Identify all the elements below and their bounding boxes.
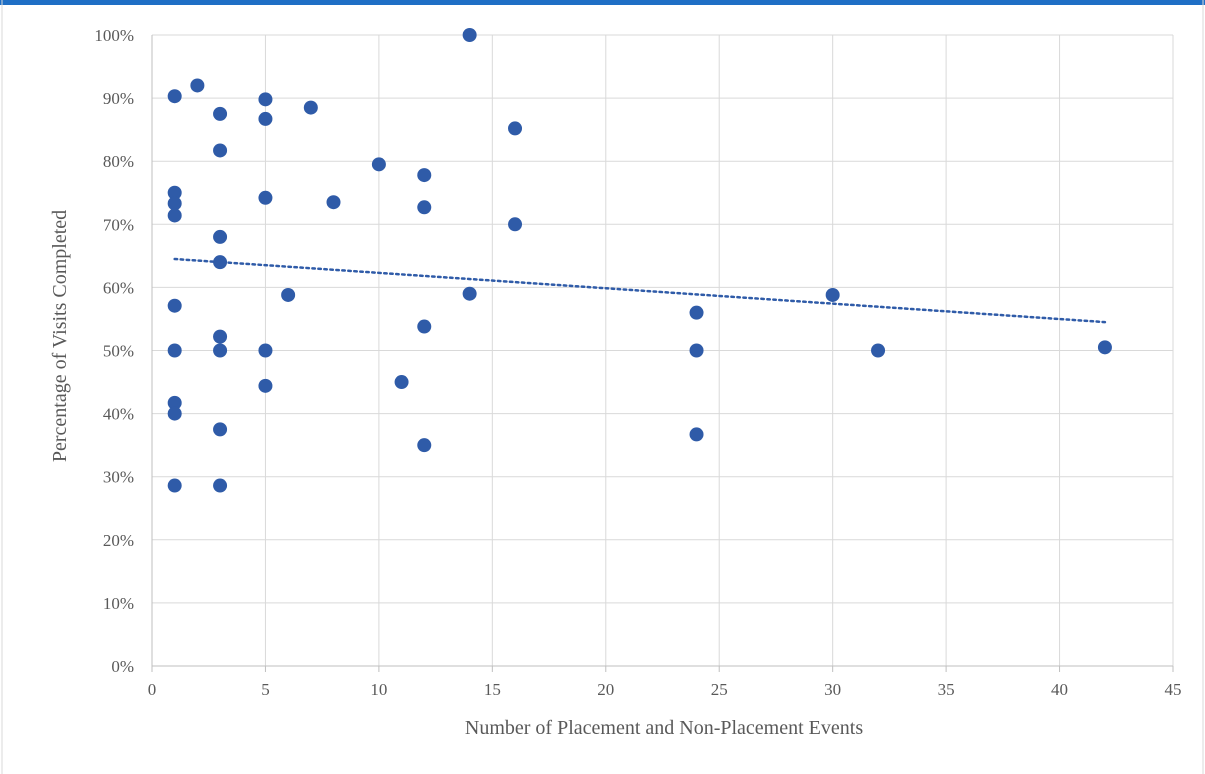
trendline-layer (173, 257, 1107, 324)
data-point (689, 343, 704, 358)
data-point (462, 286, 477, 301)
trendline (173, 257, 1107, 324)
data-point (167, 185, 182, 200)
data-point (213, 343, 228, 358)
data-point (190, 78, 205, 93)
data-point (689, 305, 704, 320)
data-point (508, 217, 523, 232)
data-point (825, 287, 840, 302)
data-point (213, 422, 228, 437)
x-tick-label: 35 (938, 680, 955, 699)
data-point (167, 406, 182, 421)
x-tick-label: 40 (1051, 680, 1068, 699)
data-point (462, 28, 477, 42)
data-point (167, 478, 182, 493)
y-tick-label: 10% (103, 594, 134, 613)
data-point (326, 195, 341, 210)
data-point (213, 106, 228, 121)
data-point (258, 343, 273, 358)
data-point (258, 378, 273, 393)
data-point (213, 229, 228, 244)
data-point (417, 319, 432, 334)
y-tick-label: 20% (103, 531, 134, 550)
y-tick-label: 50% (103, 342, 134, 361)
data-point (303, 100, 318, 115)
data-point (394, 375, 409, 390)
y-tick-label: 90% (103, 89, 134, 108)
x-tick-label: 45 (1165, 680, 1182, 699)
x-tick-label: 20 (597, 680, 614, 699)
y-tick-label: 100% (94, 26, 134, 45)
data-point (213, 478, 228, 493)
data-point (508, 121, 523, 136)
y-axis-title: Percentage of Visits Completed (49, 210, 71, 462)
y-tick-label: 60% (103, 278, 134, 297)
y-tick-label: 40% (103, 405, 134, 424)
x-tick-label: 15 (484, 680, 501, 699)
x-tick-label: 5 (261, 680, 270, 699)
data-point (689, 427, 704, 442)
gridlines (152, 34, 1174, 666)
x-tick-label: 10 (370, 680, 387, 699)
data-point (417, 438, 432, 453)
data-point (258, 190, 273, 205)
data-points (167, 28, 1112, 493)
data-point (1097, 340, 1112, 355)
data-point (167, 196, 182, 211)
x-tick-label: 0 (148, 680, 157, 699)
y-tick-label: 0% (111, 657, 134, 676)
x-tick-label: 25 (711, 680, 728, 699)
tick-labels: 0% 10% 20% 30% 40% 50% 60% 70% 80% 90% 100% 0 5 10 15 2… (94, 26, 1181, 699)
data-point (258, 111, 273, 126)
data-point (871, 343, 886, 358)
x-axis-title: Number of Placement and Non-Placement Ev… (465, 717, 863, 739)
data-point (281, 287, 296, 302)
data-point (167, 298, 182, 313)
clipped-title-strip (0, 0, 1205, 5)
data-point (167, 343, 182, 358)
data-point (167, 89, 182, 104)
axes (151, 35, 1174, 672)
y-tick-label: 70% (103, 215, 134, 234)
data-point (167, 208, 182, 223)
y-tick-label: 30% (103, 468, 134, 487)
data-point (371, 157, 386, 172)
data-point (167, 395, 182, 410)
data-point (417, 168, 432, 183)
data-point (213, 255, 228, 270)
data-point (417, 200, 432, 215)
data-point (258, 92, 273, 107)
data-point (213, 143, 228, 158)
y-tick-label: 80% (103, 152, 134, 171)
data-point (213, 329, 228, 344)
x-tick-label: 30 (824, 680, 841, 699)
